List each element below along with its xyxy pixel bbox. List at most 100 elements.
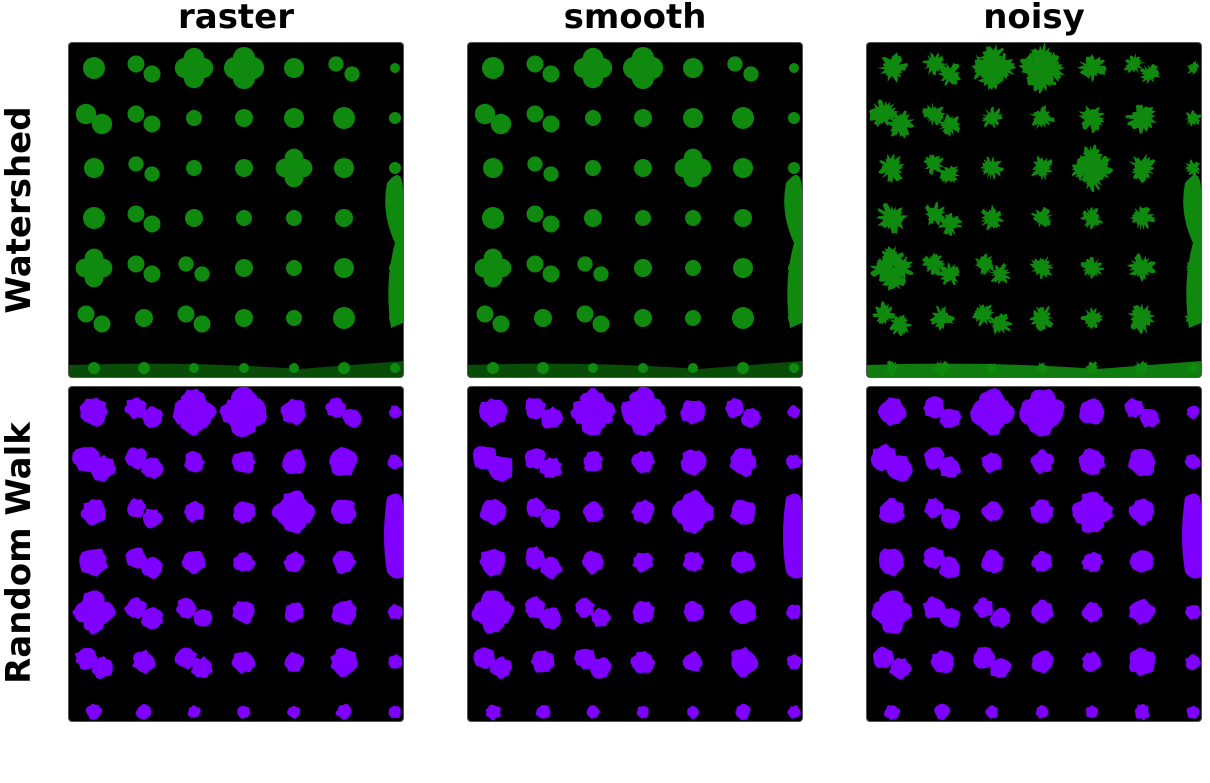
segment-blob	[143, 115, 161, 133]
segment-blob	[1185, 605, 1201, 620]
segment-blob	[187, 705, 201, 718]
segment-blob	[732, 307, 754, 329]
segment-blob	[286, 210, 302, 226]
segment-blob	[1031, 155, 1053, 181]
segment-blob	[280, 510, 307, 534]
segment-blob	[542, 65, 560, 83]
segment-blob	[687, 705, 699, 719]
segment-blob	[1125, 104, 1157, 134]
segment-blob	[1078, 448, 1106, 475]
segment-blob	[77, 305, 95, 323]
segment-blob	[634, 309, 652, 327]
segment-blob	[83, 57, 105, 79]
segment-blob	[142, 406, 163, 429]
segment-blob	[590, 607, 612, 628]
segment-blob	[729, 599, 757, 625]
segment-blob	[231, 451, 256, 473]
segment-blob	[922, 596, 946, 619]
segment-blob	[526, 255, 544, 273]
segment-blob	[483, 268, 503, 288]
segment-blob	[984, 705, 998, 719]
segment-blob	[344, 66, 360, 82]
segment-blob	[930, 650, 954, 673]
segment-blob	[93, 315, 111, 333]
segment-blob	[683, 108, 703, 128]
segment-blob	[879, 609, 905, 634]
segment-blob	[389, 162, 401, 174]
segment-blob	[976, 44, 1008, 72]
segment-blob	[328, 56, 344, 72]
segment-blob	[83, 207, 105, 229]
segment-blob	[634, 259, 652, 277]
segment-blob	[236, 210, 252, 226]
segment-blob	[539, 607, 561, 630]
segment-blob	[75, 103, 97, 125]
segment-blob	[939, 408, 962, 428]
segment-blob	[636, 705, 649, 719]
segment-blob	[1186, 60, 1200, 76]
segment-blob	[743, 66, 759, 82]
segment-blob	[526, 205, 544, 223]
segment-blob	[232, 46, 256, 70]
segment-blob	[183, 67, 205, 89]
segment-blob	[685, 310, 701, 326]
segment-blob	[1128, 448, 1156, 477]
segment-blob	[525, 596, 546, 619]
segment-blob	[872, 301, 897, 325]
segment-blob	[981, 501, 1004, 522]
segment-blob	[482, 608, 505, 634]
segment-blob	[1080, 256, 1104, 279]
segment-blob	[125, 547, 147, 569]
segment-blob	[81, 609, 106, 635]
panel-watershed-smooth	[468, 43, 802, 377]
segment-blob	[390, 63, 400, 73]
segment-blob	[989, 607, 1011, 629]
segment-blob	[873, 646, 895, 669]
segment-blob	[542, 115, 560, 133]
segment-blob	[228, 407, 259, 438]
segment-blob	[143, 215, 161, 233]
segment-blob	[331, 599, 357, 625]
segment-blob	[729, 447, 757, 478]
segment-blob	[741, 408, 762, 428]
segment-blob	[732, 107, 754, 129]
segment-blob	[476, 305, 494, 323]
segment-blob	[583, 451, 604, 472]
segment-blob	[682, 551, 705, 573]
segment-blob	[127, 255, 145, 273]
segment-blob	[284, 58, 304, 78]
segment-blob	[938, 212, 963, 236]
segment-blob	[1030, 499, 1054, 523]
segment-blob	[786, 654, 802, 670]
segment-blob	[1030, 449, 1055, 475]
segment-blob	[80, 499, 106, 526]
segment-blob	[579, 388, 607, 415]
segment-blob	[627, 407, 657, 437]
segment-blob	[924, 497, 945, 519]
edge-segment	[1183, 175, 1201, 328]
segment-blob	[788, 162, 800, 174]
segment-blob	[387, 603, 403, 620]
segment-blob	[1129, 550, 1154, 573]
segment-blob	[979, 156, 1004, 180]
segment-blob	[683, 148, 703, 168]
segment-blob	[879, 265, 906, 291]
segment-blob	[584, 209, 602, 227]
segment-blob	[543, 166, 559, 182]
panel-random-walk-raster	[69, 387, 403, 721]
segment-blob	[539, 457, 563, 479]
segment-blob	[1025, 62, 1057, 95]
segment-blob	[330, 499, 357, 525]
segment-blob	[1081, 144, 1103, 171]
segment-blob	[979, 388, 1007, 415]
panel-random-walk-noisy	[867, 387, 1201, 721]
segment-blob	[235, 259, 253, 277]
panel-watershed-noisy	[867, 43, 1201, 377]
segment-blob	[535, 705, 551, 719]
segment-blob	[1134, 703, 1150, 721]
segment-blob	[124, 597, 147, 620]
edge-segment	[783, 493, 802, 579]
segment-blob	[1078, 105, 1105, 134]
edge-segment	[784, 175, 802, 328]
segment-blob	[878, 590, 904, 614]
